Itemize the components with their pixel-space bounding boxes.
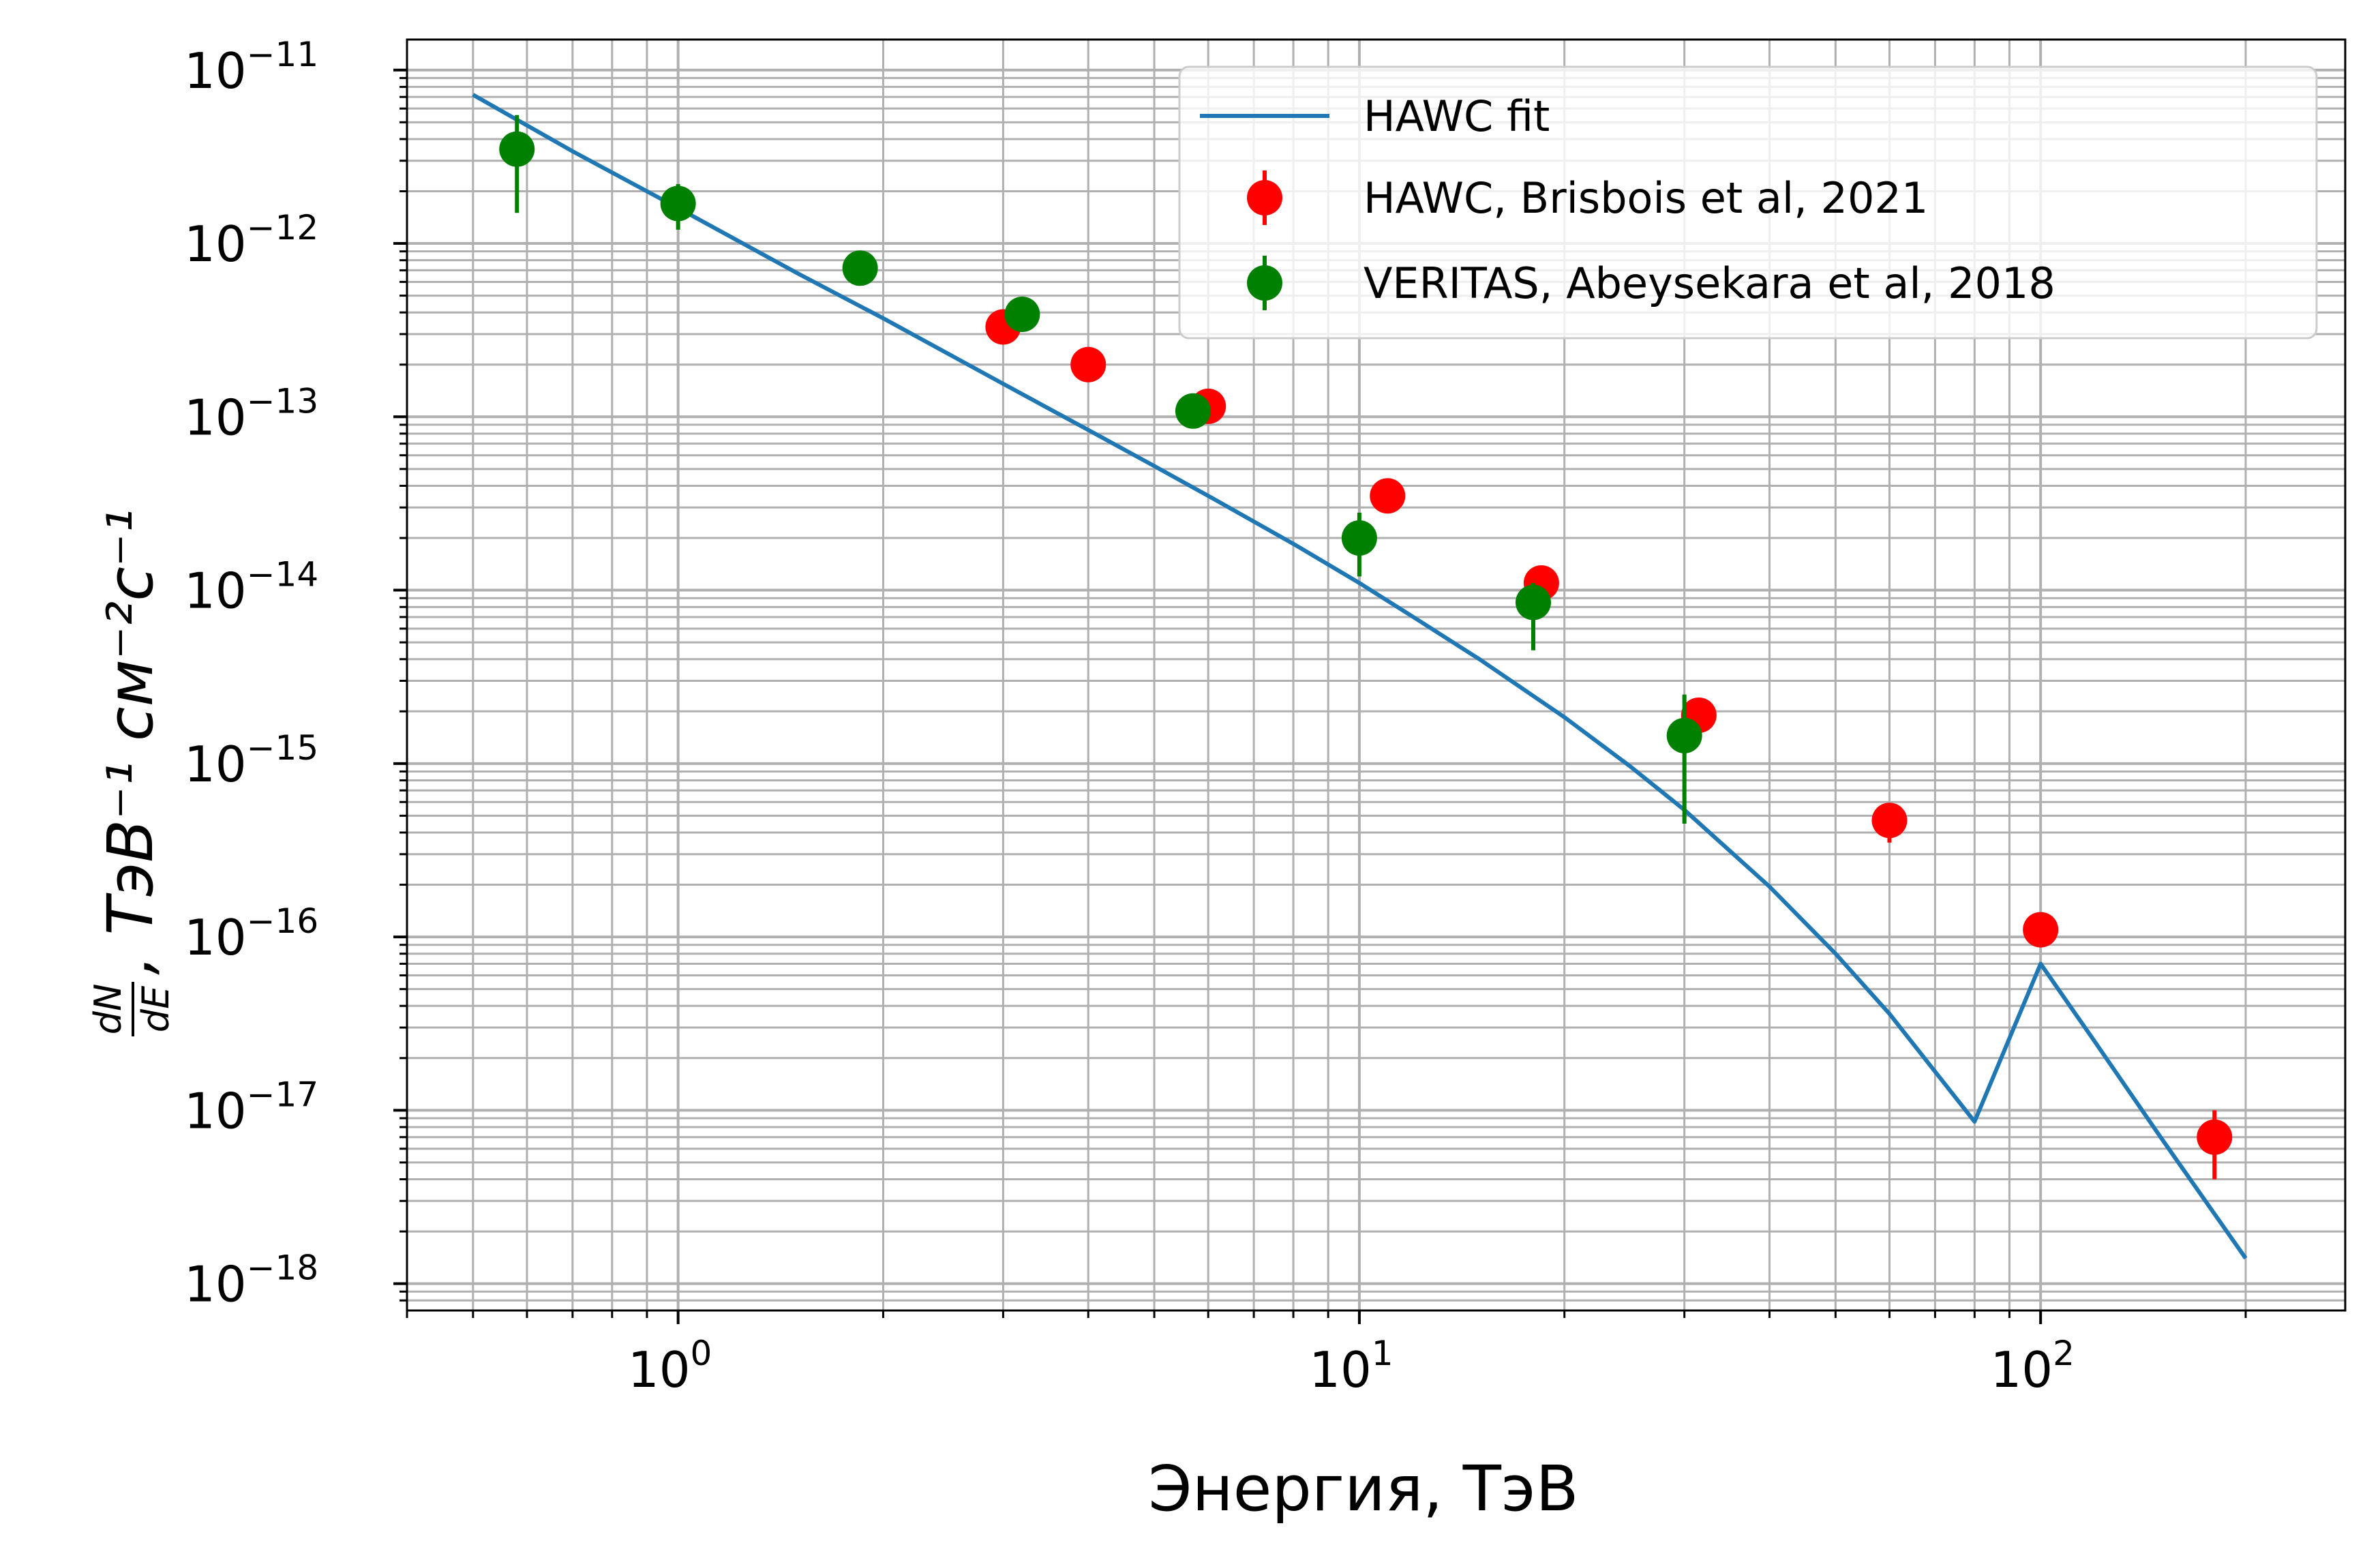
data-point-veritas bbox=[1175, 393, 1211, 429]
data-point-veritas bbox=[499, 131, 535, 167]
data-point-hawc bbox=[2023, 912, 2059, 948]
legend-marker-veritas bbox=[1247, 265, 1282, 301]
legend-box bbox=[1178, 65, 2318, 340]
data-point-veritas bbox=[842, 250, 878, 286]
ticks-layer bbox=[393, 68, 2247, 1324]
x-tick-label: 101 bbox=[1309, 1334, 1393, 1398]
y-label-units: , ТэВ⁻¹ см⁻²с⁻¹ bbox=[94, 509, 167, 975]
axes-frame bbox=[406, 38, 2347, 1312]
data-point-veritas bbox=[660, 185, 696, 222]
y-tick-label: 10−14 bbox=[184, 555, 318, 620]
x-tick-label: 102 bbox=[1990, 1334, 2074, 1398]
data-point-hawc bbox=[1070, 346, 1106, 383]
legend-label-hawc-fit: HAWC fit bbox=[1364, 91, 1550, 141]
data-point-veritas bbox=[1515, 584, 1551, 620]
y-label-fraction-numerator: dN bbox=[87, 984, 130, 1035]
data-point-veritas bbox=[1341, 520, 1377, 556]
data-point-veritas bbox=[1666, 717, 1702, 753]
y-tick-label: 10−13 bbox=[184, 381, 318, 446]
y-tick-label: 10−12 bbox=[184, 208, 318, 273]
legend: HAWC fit HAWC, Brisbois et al, 2021 VERI… bbox=[1178, 65, 2318, 340]
x-tick-label: 100 bbox=[628, 1334, 712, 1398]
series-line-hawc-fit bbox=[472, 93, 2248, 1260]
data-point-hawc bbox=[1370, 478, 1406, 514]
data-point-hawc bbox=[2197, 1119, 2233, 1155]
legend-label-veritas: VERITAS, Abeysekara et al, 2018 bbox=[1364, 258, 2055, 308]
legend-marker-hawc bbox=[1247, 180, 1282, 215]
series-layer bbox=[472, 93, 2248, 1260]
y-tick-label: 10−16 bbox=[184, 901, 318, 966]
y-axis-label: dN dE , ТэВ⁻¹ см⁻²с⁻¹ bbox=[87, 509, 177, 1036]
legend-label-hawc: HAWC, Brisbois et al, 2021 bbox=[1364, 173, 1928, 223]
y-tick-label: 10−15 bbox=[184, 728, 318, 793]
y-tick-label: 10−11 bbox=[184, 35, 318, 100]
y-tick-label: 10−17 bbox=[184, 1075, 318, 1139]
data-point-hawc bbox=[1871, 803, 1908, 839]
y-label-fraction-denominator: dE bbox=[134, 985, 177, 1032]
tick-labels: 100 101 102 10−11 10−12 10−13 10−14 10−15 10−16 1… bbox=[184, 35, 2075, 1398]
y-tick-label: 10−18 bbox=[184, 1248, 318, 1313]
data-point-veritas bbox=[1004, 297, 1040, 333]
x-axis-label: Энергия, ТэВ bbox=[1148, 1452, 1578, 1525]
